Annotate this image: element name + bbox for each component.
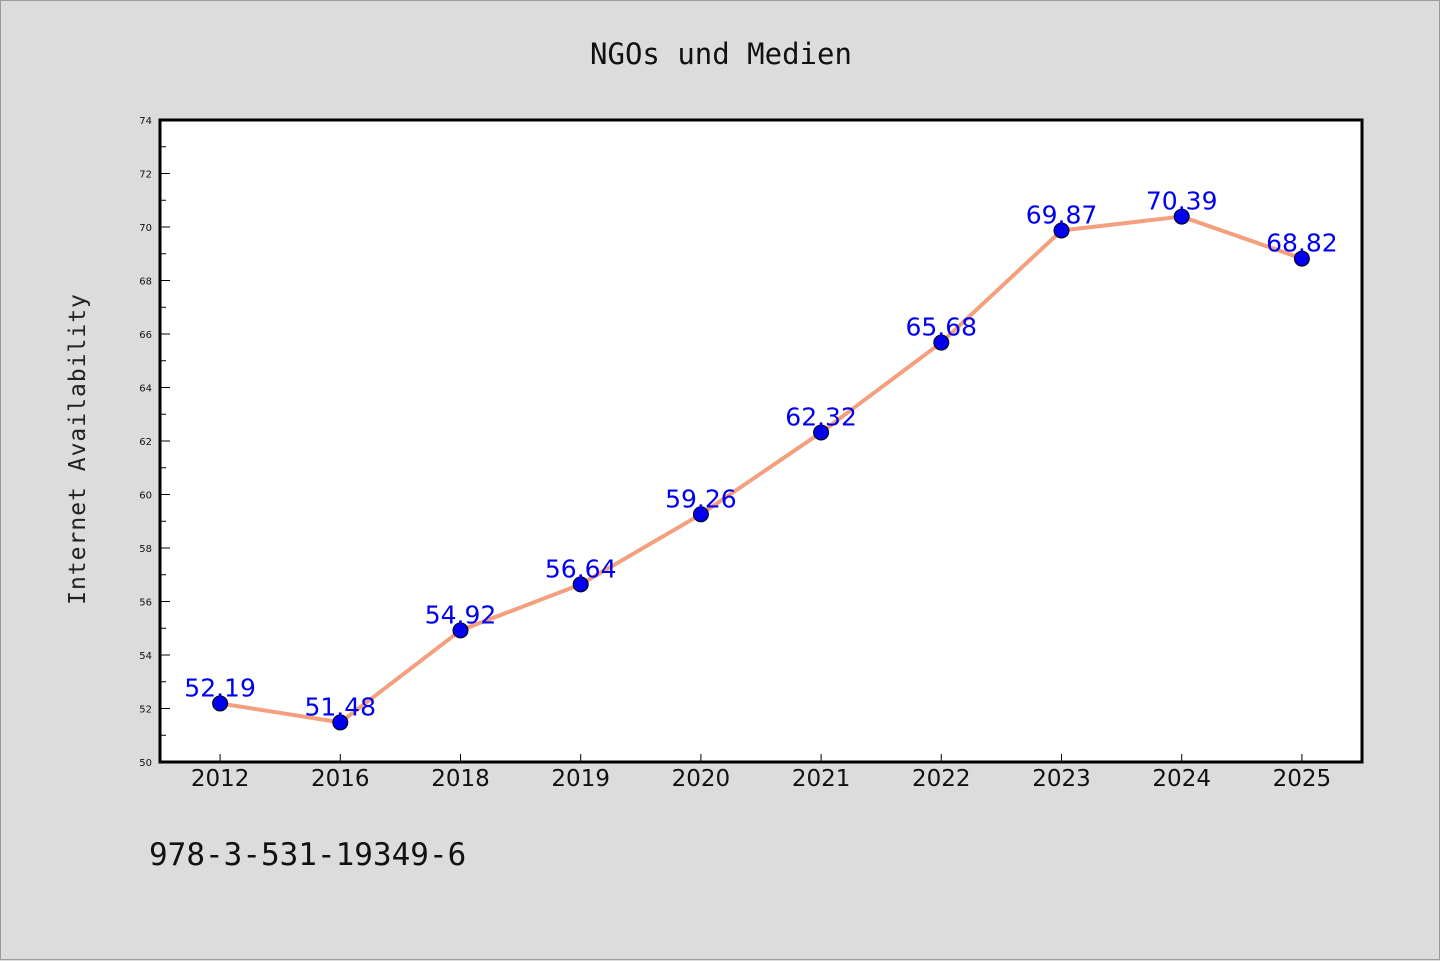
y-tick-label: 68 bbox=[139, 277, 152, 288]
series-line-group bbox=[219, 214, 1303, 725]
data-label: 54.92 bbox=[425, 600, 497, 629]
data-point bbox=[1173, 208, 1190, 225]
y-tick-label: 74 bbox=[139, 116, 152, 127]
x-tick-label: 2022 bbox=[912, 766, 971, 792]
x-tick-label: 2024 bbox=[1152, 766, 1211, 792]
series-line bbox=[219, 214, 1303, 725]
x-tick-label: 2023 bbox=[1032, 766, 1091, 792]
data-label: 70.39 bbox=[1146, 187, 1218, 216]
y-tick-label: 66 bbox=[139, 330, 152, 341]
y-tick-label: 56 bbox=[139, 598, 152, 609]
chart-title: NGOs und Medien bbox=[590, 37, 852, 71]
x-axis: 2012 2016 2018 2019 2020 2021 2022 2023 2024 2025 bbox=[191, 754, 1331, 792]
data-point bbox=[1293, 250, 1310, 267]
data-markers bbox=[212, 208, 1310, 731]
data-point bbox=[572, 576, 589, 593]
data-point bbox=[212, 695, 229, 712]
x-tick-label: 2020 bbox=[672, 766, 731, 792]
data-point bbox=[1053, 222, 1070, 239]
data-label: 62.32 bbox=[785, 402, 857, 431]
data-point bbox=[692, 506, 709, 523]
data-point bbox=[933, 334, 950, 351]
x-tick-label: 2019 bbox=[551, 766, 610, 792]
plot-area bbox=[158, 118, 1364, 764]
y-axis: 50 52 54 56 58 60 62 64 66 68 70 72 74 bbox=[139, 116, 170, 769]
y-tick-label: 58 bbox=[139, 544, 152, 555]
y-tick-label: 50 bbox=[139, 758, 152, 769]
y-tick-label: 54 bbox=[139, 651, 152, 662]
x-tick-label: 2018 bbox=[431, 766, 490, 792]
footnote: 978-3-531-19349-6 bbox=[149, 837, 466, 873]
y-axis-label: Internet Availability bbox=[65, 293, 91, 605]
data-labels: 52.19 51.48 54.92 56.64 59.26 62.32 65.68 69.87… bbox=[184, 187, 1337, 722]
y-tick-label: 64 bbox=[139, 384, 152, 395]
x-tick-label: 2012 bbox=[191, 766, 250, 792]
data-point bbox=[813, 424, 830, 441]
data-point bbox=[452, 622, 469, 639]
y-tick-label: 52 bbox=[139, 705, 152, 716]
data-point bbox=[332, 714, 349, 731]
data-label: 51.48 bbox=[305, 692, 377, 721]
y-tick-label: 62 bbox=[139, 437, 152, 448]
x-tick-label: 2025 bbox=[1273, 766, 1332, 792]
y-tick-label: 72 bbox=[139, 170, 152, 181]
data-label: 65.68 bbox=[906, 313, 978, 342]
data-label: 52.19 bbox=[184, 673, 256, 702]
data-label: 56.64 bbox=[545, 554, 617, 583]
y-tick-label: 60 bbox=[139, 491, 152, 502]
y-tick-label: 70 bbox=[139, 223, 152, 234]
data-label: 69.87 bbox=[1026, 200, 1098, 229]
data-label: 68.82 bbox=[1266, 229, 1338, 258]
x-tick-label: 2021 bbox=[792, 766, 851, 792]
x-tick-label: 2016 bbox=[311, 766, 370, 792]
data-label: 59.26 bbox=[665, 484, 737, 513]
